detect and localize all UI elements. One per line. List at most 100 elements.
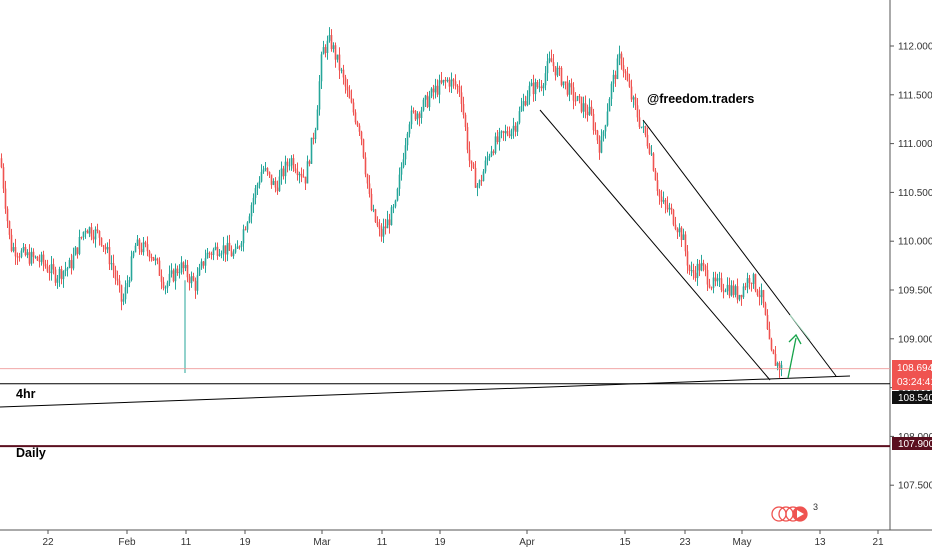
candle-body <box>144 242 147 245</box>
candle-body <box>710 287 713 289</box>
candle-body <box>28 252 31 264</box>
candle-body <box>412 110 415 112</box>
candle-body <box>378 225 381 229</box>
candle-body <box>770 339 773 350</box>
candle-body <box>742 286 745 298</box>
candle-body <box>242 229 245 244</box>
candle-body <box>522 101 525 107</box>
candle-body <box>418 113 421 119</box>
candle-body <box>338 54 341 71</box>
time-axis-panel[interactable] <box>0 531 890 550</box>
candle-body <box>90 227 93 237</box>
candle-body <box>192 276 195 281</box>
candle-body <box>208 252 211 254</box>
candle-body <box>88 227 91 234</box>
price-axis-panel[interactable] <box>890 0 932 530</box>
candle-body <box>536 82 539 87</box>
candle-body <box>622 65 625 72</box>
candle-body <box>344 77 347 87</box>
y-tick-label: 109.000 <box>898 334 932 345</box>
candle-body <box>214 246 217 250</box>
candle-body <box>638 117 641 127</box>
candle-body <box>252 197 255 206</box>
candle-body <box>352 102 355 113</box>
candle-body <box>110 263 113 265</box>
candle-body <box>518 111 521 123</box>
candle-body <box>152 257 155 261</box>
candle-body <box>280 168 283 177</box>
candle-body <box>244 229 247 231</box>
candle-body <box>716 278 719 282</box>
candle-body <box>264 168 267 170</box>
candle-body <box>614 74 617 80</box>
candle-body <box>366 174 369 184</box>
candle-body <box>284 161 287 177</box>
candle-body <box>526 96 529 106</box>
replay-badge-icon[interactable] <box>771 506 808 522</box>
candle-body <box>246 222 249 230</box>
candle-body <box>416 113 419 120</box>
candle-body <box>140 249 143 253</box>
candle-body <box>530 82 533 86</box>
candle-body <box>2 167 5 189</box>
y-tick-label: 110.000 <box>898 237 932 248</box>
candle-body <box>114 270 117 279</box>
candle-body <box>354 112 357 123</box>
candle-body <box>578 96 581 98</box>
candle-body <box>512 125 515 131</box>
candle-body <box>298 173 301 176</box>
y-tick-label: 111.500 <box>898 90 932 101</box>
y-tick-label: 112.000 <box>898 42 932 53</box>
candle-body <box>68 260 71 269</box>
candle-body <box>206 252 209 259</box>
candle-body <box>714 277 717 282</box>
candle-body <box>632 97 635 100</box>
candle-body <box>42 254 45 264</box>
candle-body <box>540 86 543 89</box>
candle-body <box>190 276 193 284</box>
candle-body <box>150 257 153 259</box>
candle-body <box>26 252 29 256</box>
candle-body <box>310 137 313 164</box>
candle-body <box>64 269 67 272</box>
candle-body <box>588 106 591 116</box>
candle-body <box>224 245 227 255</box>
candle-body <box>302 176 305 178</box>
candle-body <box>186 264 189 278</box>
candle-body <box>82 231 85 238</box>
candle-body <box>464 114 467 128</box>
candle-body <box>8 221 11 235</box>
candle-body <box>528 85 531 97</box>
candle-body <box>182 262 185 269</box>
candle-body <box>748 278 751 284</box>
candle-body <box>778 362 781 370</box>
candle-body <box>548 58 551 62</box>
candle-body <box>454 81 457 86</box>
candle-body <box>102 245 105 247</box>
candle-body <box>330 35 333 50</box>
candle-body <box>668 207 671 210</box>
candle-body <box>542 85 545 89</box>
candle-body <box>634 97 637 106</box>
candle-body <box>702 262 705 266</box>
candle-body <box>240 243 243 247</box>
candle-body <box>4 188 7 209</box>
channel-upper-line <box>642 119 837 377</box>
candle-body <box>136 239 139 246</box>
candle-body <box>554 66 557 76</box>
candle-body <box>62 271 65 280</box>
y-tick-label: 110.500 <box>898 188 932 199</box>
candle-body <box>434 85 437 93</box>
x-tick-label: 19 <box>434 537 446 548</box>
x-tick-label: Feb <box>118 537 136 548</box>
candle-body <box>358 125 361 132</box>
candle-body <box>348 90 351 99</box>
candle-body <box>776 362 779 366</box>
candle-body <box>394 200 397 207</box>
candle-body <box>600 136 603 153</box>
candle-body <box>316 109 319 131</box>
x-tick-label: 15 <box>619 537 631 548</box>
candle-body <box>222 245 225 254</box>
y-tick-label: 111.000 <box>898 139 932 150</box>
candle-body <box>256 184 259 189</box>
